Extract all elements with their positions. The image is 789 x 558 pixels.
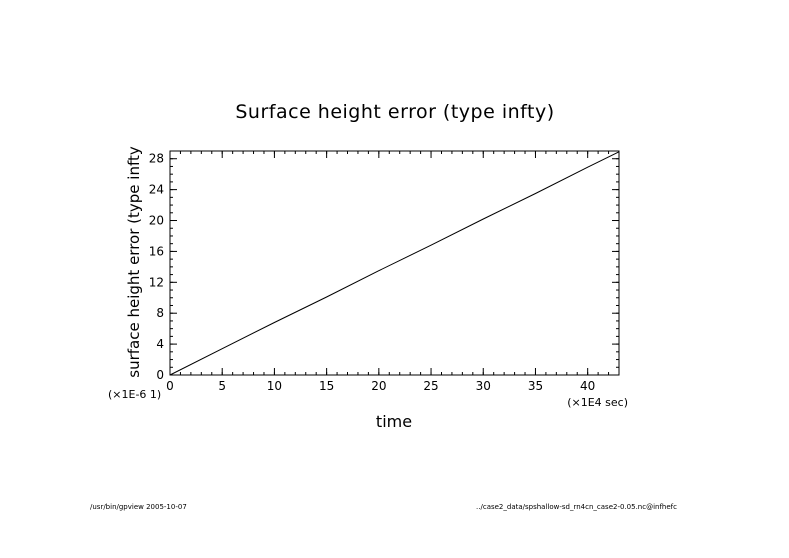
x-tick-label: 20 [371, 379, 386, 393]
y-tick-label: 20 [149, 214, 164, 228]
y-tick-label: 8 [156, 306, 164, 320]
tick-labels: 0 5 10 15 20 25 30 35 40 0 4 8 12 16 20 24 28 [149, 152, 596, 393]
y-tick-label: 0 [156, 368, 164, 382]
y-tick-label: 12 [149, 275, 164, 289]
x-tick-label: 40 [580, 379, 595, 393]
x-tick-label: 30 [476, 379, 491, 393]
y-tick-label: 28 [149, 152, 164, 166]
x-tick-label: 25 [423, 379, 438, 393]
footer-right: ../case2_data/spshallow-sd_rn4cn_case2-0… [476, 503, 677, 511]
x-tick-label: 5 [218, 379, 226, 393]
x-tick-label: 10 [267, 379, 282, 393]
x-tick-label: 0 [166, 379, 174, 393]
chart-title: Surface height error (type infty) [235, 101, 554, 123]
y-tick-label: 16 [149, 244, 164, 258]
footer-left: /usr/bin/gpview 2005-10-07 [90, 503, 187, 511]
x-tick-label: 15 [319, 379, 334, 393]
y-tick-label: 24 [149, 183, 164, 197]
x-axis-label: time [376, 412, 412, 431]
y-scale-label: (×1E-6 1) [108, 388, 161, 401]
x-scale-label: (×1E4 sec) [567, 396, 628, 409]
y-tick-label: 4 [156, 337, 164, 351]
plot-frame [169, 150, 620, 376]
x-tick-label: 35 [528, 379, 543, 393]
data-series-line [169, 151, 620, 376]
y-axis-label: surface height error (type infty [125, 146, 143, 378]
